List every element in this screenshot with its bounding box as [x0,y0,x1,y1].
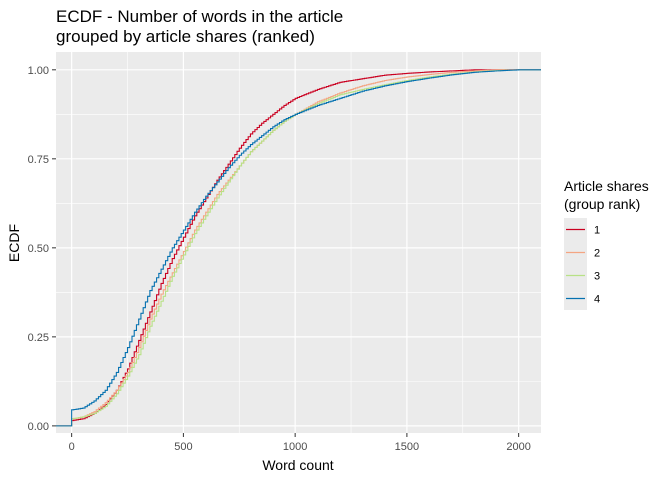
legend-label-3: 3 [594,271,600,283]
x-tick-label: 500 [174,441,192,453]
legend: Article shares (group rank) 1 2 3 4 [564,178,649,310]
y-tick-label: 0.25 [28,332,49,344]
x-axis-title: Word count [262,457,333,473]
legend-title-line-1: Article shares [564,178,649,194]
plot-panel [56,52,541,433]
legend-label-1: 1 [594,225,600,237]
legend-label-4: 4 [594,294,600,306]
series-lines [56,69,541,427]
grid-minor [56,52,541,433]
x-axis: 0 500 1000 1500 2000 [69,433,531,453]
legend-label-2: 2 [594,248,600,260]
ecdf-series-4 [56,69,541,427]
y-tick-label: 0.75 [28,154,49,166]
y-tick-label: 1.00 [28,65,49,77]
x-tick-label: 2000 [506,441,530,453]
grid-major [56,52,541,433]
y-tick-label: 0.50 [28,243,49,255]
x-tick-label: 1500 [395,441,419,453]
ecdf-series-1 [56,69,541,427]
legend-items: 1 2 3 4 [564,218,600,310]
y-tick-label: 0.00 [28,421,49,433]
chart-title-line-1: ECDF - Number of words in the article [56,7,343,26]
y-axis-title: ECDF [6,224,22,262]
x-tick-label: 1000 [283,441,307,453]
chart-title-line-2: grouped by article shares (ranked) [56,27,315,46]
legend-title-line-2: (group rank) [564,196,640,212]
y-axis: 0.00 0.25 0.50 0.75 1.00 [28,65,56,433]
x-tick-label: 0 [69,441,75,453]
